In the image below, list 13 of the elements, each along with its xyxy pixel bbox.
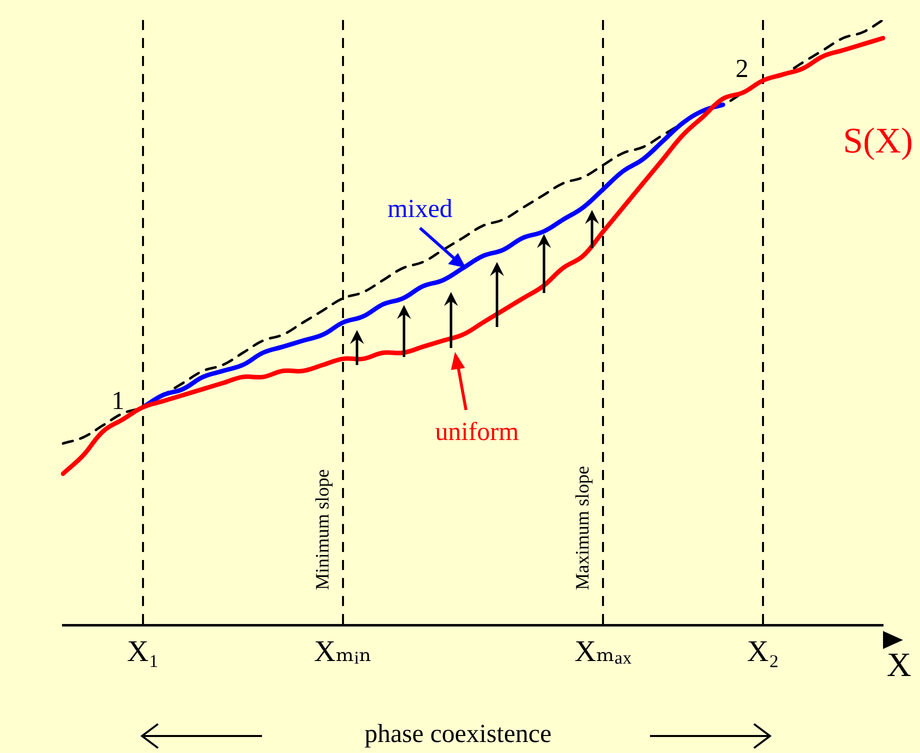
annotation: uniform — [435, 416, 519, 446]
text: phase coexistence — [364, 718, 552, 748]
x-tick-label: X₂ — [746, 634, 780, 668]
annotation: 1 — [112, 386, 124, 415]
series-label: S(X) — [843, 120, 913, 161]
x-tick-label: Xₘᵢₙ — [314, 634, 372, 668]
x-tick-label: Xₘₐₓ — [574, 634, 632, 668]
x-axis-title: X — [886, 646, 912, 684]
annotation: mixed — [388, 194, 452, 223]
ref-line-label: Minimum slope — [312, 469, 334, 590]
ref-line-label: Maximum slope — [572, 466, 594, 590]
x-tick-label: X₁ — [126, 634, 160, 668]
annotation: 2 — [736, 54, 748, 83]
